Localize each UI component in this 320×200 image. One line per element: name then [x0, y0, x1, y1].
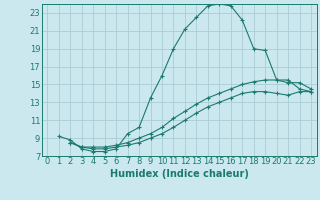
X-axis label: Humidex (Indice chaleur): Humidex (Indice chaleur) — [110, 169, 249, 179]
